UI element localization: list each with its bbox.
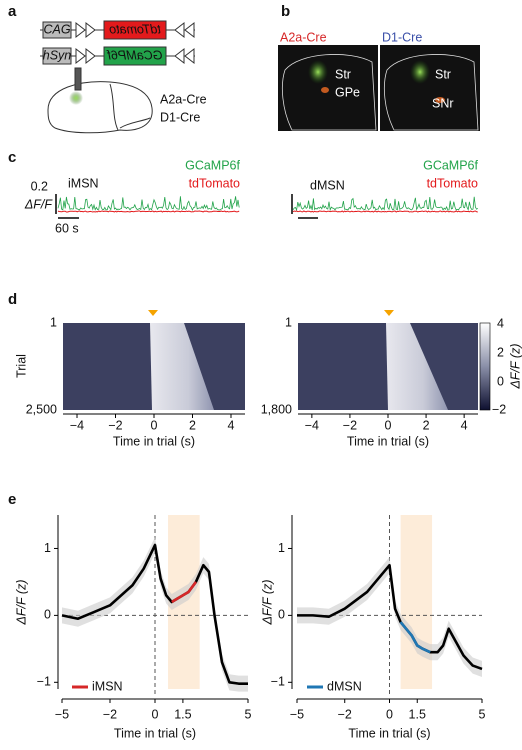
y-tick-label: −1 <box>37 675 51 689</box>
scale-label: 0.2 <box>31 179 48 193</box>
axis-title: Time in trial (s) <box>348 726 430 740</box>
x-tick-label: −4 <box>305 418 319 432</box>
axis-title: Time in trial (s) <box>114 726 196 740</box>
y-tick-label: 0 <box>278 608 285 622</box>
x-tick-label: 0 <box>385 418 392 432</box>
panel-label: c <box>8 149 16 166</box>
y-tick-label: −1 <box>271 675 285 689</box>
construct <box>40 20 195 66</box>
gcamp-trace <box>292 196 479 212</box>
highlight-line <box>399 621 431 654</box>
legend-label: GCaMP6f <box>185 158 240 172</box>
image-title: A2a-Cre <box>280 30 327 44</box>
region-label: GPe <box>335 85 360 99</box>
trial-label: 1,800 <box>261 402 292 416</box>
highlight-window <box>400 515 433 689</box>
mouse-line: A2a-Cre <box>160 92 207 106</box>
colorbar-tick: 4 <box>497 316 504 330</box>
legend-label: GCaMP6f <box>423 158 478 172</box>
x-tick-label: 5 <box>245 707 252 721</box>
gene: tdTomato <box>109 22 161 36</box>
x-tick-label: 2 <box>423 418 430 432</box>
x-tick-label: 0 <box>152 707 159 721</box>
x-tick-label: 0 <box>386 707 393 721</box>
tdtomato-trace <box>57 210 240 213</box>
heatmap <box>63 310 491 411</box>
y-tick-label: 1 <box>278 541 285 555</box>
axis-title: Time in trial (s) <box>113 434 195 448</box>
region-label: SNr <box>432 96 454 110</box>
line-chart: 1 0 −1 −5 −2 0 1.5 5 Time in trial (s) ΔF/F (z) iM… <box>14 515 252 740</box>
x-tick-label: −2 <box>343 418 357 432</box>
colorbar-tick: −2 <box>492 402 506 416</box>
scale-label: 60 s <box>55 221 79 235</box>
heatmap-axes: −4 −2 0 2 4 −4 −2 0 2 4 <box>63 413 478 432</box>
scale-label: ΔF/F <box>24 197 53 211</box>
image-title: D1-Cre <box>382 30 422 44</box>
x-tick-label: 4 <box>228 418 235 432</box>
promoter: CAG <box>43 22 70 36</box>
gcamp-trace <box>57 196 240 211</box>
legend-label: dMSN <box>327 679 362 693</box>
sem-band <box>62 537 248 692</box>
colorbar-title: ΔF/F (z) <box>508 344 522 390</box>
highlight-line <box>171 581 197 604</box>
x-tick-label: 4 <box>461 418 468 432</box>
mouse-line: D1-Cre <box>160 110 200 124</box>
cell-type: dMSN <box>310 178 345 192</box>
axis-title: Trial <box>14 354 28 378</box>
legend-label: tdTomato <box>189 176 240 190</box>
panel-label: e <box>8 491 16 508</box>
promoter: hSyn <box>43 48 72 62</box>
x-tick-label: −2 <box>338 707 352 721</box>
region-label: Str <box>435 67 451 81</box>
axis-title: ΔF/F (z) <box>260 580 274 626</box>
panel-label: a <box>8 3 17 20</box>
trial-label: 1 <box>285 315 292 329</box>
y-tick-label: 0 <box>44 608 51 622</box>
scale-bar <box>55 194 318 219</box>
x-tick-label: −5 <box>290 707 304 721</box>
panel-label: b <box>281 3 290 20</box>
cell-type: iMSN <box>68 176 99 190</box>
x-tick-label: −2 <box>103 707 117 721</box>
sem-band <box>297 557 482 677</box>
line-chart: 1 0 −1 −5 −2 0 1.5 5 Time in trial (s) ΔF/F (z) dM… <box>260 515 486 740</box>
legend-label: iMSN <box>92 679 123 693</box>
colorbar-tick: 0 <box>497 374 504 388</box>
x-tick-label: −4 <box>70 418 84 432</box>
x-tick-label: 0 <box>151 418 158 432</box>
legend-label: tdTomato <box>427 176 478 190</box>
panel-label: d <box>8 291 17 308</box>
gene: GCaMP6f <box>106 48 162 62</box>
x-tick-label: 1.5 <box>174 707 191 721</box>
y-tick-label: 1 <box>44 541 51 555</box>
brain-outline <box>47 67 153 134</box>
x-tick-label: 2 <box>189 418 196 432</box>
axis-title: ΔF/F (z) <box>14 580 28 626</box>
histology-image <box>278 45 480 131</box>
traces <box>57 196 479 213</box>
x-tick-label: 5 <box>479 707 486 721</box>
trial-label: 1 <box>50 315 57 329</box>
tdtomato-trace <box>292 210 478 213</box>
x-tick-label: −5 <box>55 707 69 721</box>
axis-title: Time in trial (s) <box>347 434 429 448</box>
x-tick-label: −2 <box>108 418 122 432</box>
trial-label: 2,500 <box>26 402 57 416</box>
region-label: Str <box>335 67 351 81</box>
colorbar-tick: 2 <box>497 345 504 359</box>
x-tick-label: 1.5 <box>409 707 426 721</box>
